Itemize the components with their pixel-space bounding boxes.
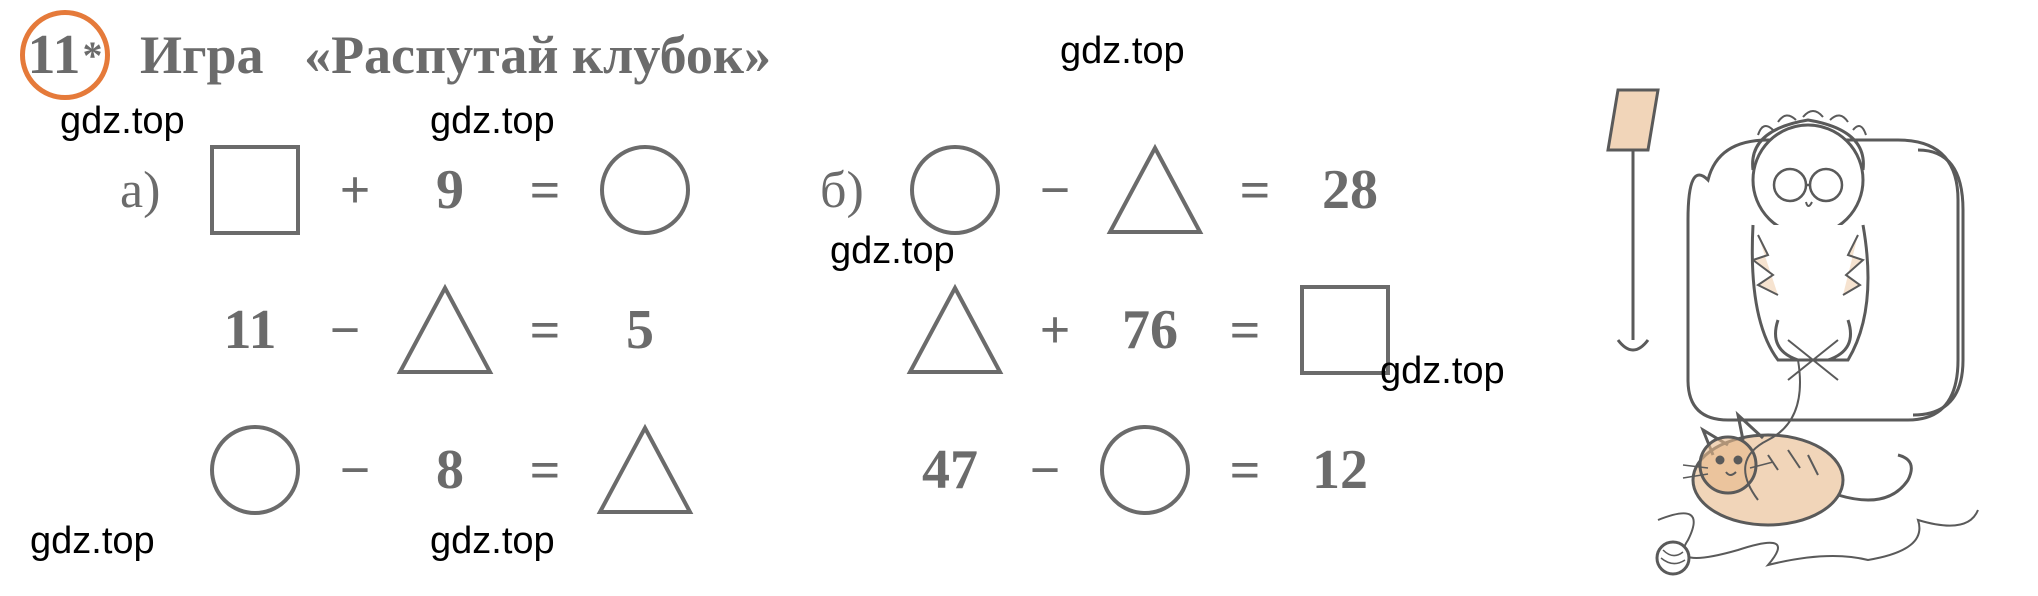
equals: = <box>1220 159 1290 221</box>
circle-shape <box>890 145 1020 235</box>
triangle-shape <box>380 280 510 380</box>
watermark: gdz.top <box>60 100 185 143</box>
number: 11 <box>190 298 310 362</box>
column-b: б) − = 28 + 76 = 47 − = 12 <box>820 120 1500 540</box>
equals: = <box>510 299 580 361</box>
triangle-shape <box>1090 140 1220 240</box>
problem-number: 11 <box>28 23 81 87</box>
column-label: б) <box>820 161 890 220</box>
watermark: gdz.top <box>1380 350 1505 393</box>
equation-row: 47 − = 12 <box>820 400 1500 540</box>
number: 28 <box>1290 158 1410 222</box>
number: 12 <box>1280 438 1400 502</box>
star-icon: * <box>82 32 102 79</box>
operator: − <box>1010 439 1080 501</box>
number: 47 <box>890 438 1010 502</box>
page-title: Игра «Распутай клубок» <box>140 24 771 86</box>
column-a: а) + 9 = 11 − = 5 − 8 = <box>120 120 800 540</box>
circle-shape <box>1080 425 1210 515</box>
operator: + <box>320 159 390 221</box>
operator: − <box>310 299 380 361</box>
problem-number-badge: 11* <box>20 10 110 100</box>
watermark: gdz.top <box>430 100 555 143</box>
grandmother-illustration <box>1568 60 2008 580</box>
watermark: gdz.top <box>830 230 955 273</box>
operator: − <box>1020 159 1090 221</box>
number: 9 <box>390 158 510 222</box>
equation-row: 11 − = 5 <box>120 260 800 400</box>
equals: = <box>510 439 580 501</box>
watermark: gdz.top <box>1060 30 1185 73</box>
title-quoted: «Распутай клубок» <box>304 25 771 85</box>
equation-row: − 8 = <box>120 400 800 540</box>
number: 76 <box>1090 298 1210 362</box>
title-prefix: Игра <box>140 25 264 85</box>
column-label: а) <box>120 161 190 220</box>
watermark: gdz.top <box>430 520 555 563</box>
equals: = <box>510 159 580 221</box>
triangle-shape <box>890 280 1020 380</box>
circle-shape <box>580 145 710 235</box>
watermark: gdz.top <box>30 520 155 563</box>
operator: − <box>320 439 390 501</box>
equals: = <box>1210 439 1280 501</box>
equals: = <box>1210 299 1280 361</box>
number: 8 <box>390 438 510 502</box>
number: 5 <box>580 298 700 362</box>
square-shape <box>190 145 320 235</box>
triangle-shape <box>580 420 710 520</box>
operator: + <box>1020 299 1090 361</box>
circle-shape <box>190 425 320 515</box>
